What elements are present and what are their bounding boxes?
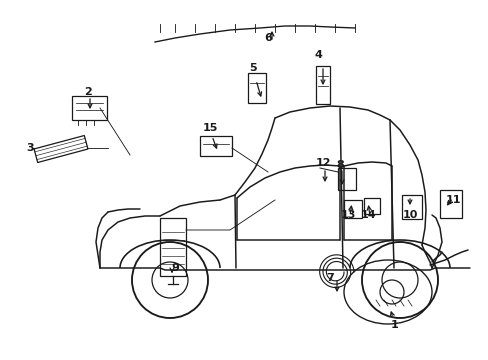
Text: 9: 9 [171,263,179,273]
Bar [401,195,421,219]
Text: 13: 13 [340,210,355,220]
Text: 5: 5 [249,63,256,73]
Text: 15: 15 [202,123,217,133]
Bar [247,73,265,103]
Text: 4: 4 [313,50,321,60]
Text: 12: 12 [315,158,330,168]
Bar [337,168,355,190]
Bar [72,96,107,120]
Bar [315,66,329,104]
Text: 10: 10 [402,210,417,220]
Text: 8: 8 [335,160,343,170]
Text: 14: 14 [360,210,375,220]
Bar [343,200,361,218]
Bar [363,198,379,214]
Bar [439,190,461,218]
Text: 11: 11 [445,195,460,205]
Text: 7: 7 [325,273,333,283]
Text: 2: 2 [84,87,92,97]
Bar [160,218,185,276]
Text: 3: 3 [26,143,34,153]
Text: 1: 1 [390,320,398,330]
Bar [200,136,231,156]
Text: 6: 6 [264,33,271,43]
